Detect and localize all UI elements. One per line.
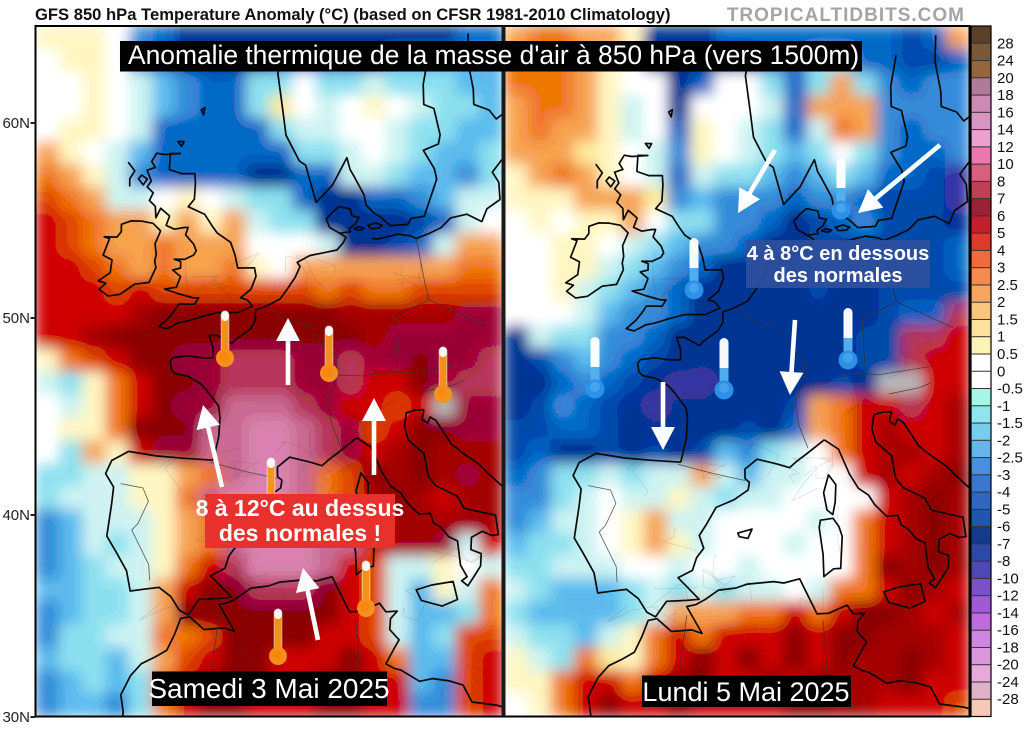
- svg-text:2.5: 2.5: [997, 277, 1018, 294]
- svg-text:-3: -3: [997, 467, 1010, 484]
- svg-text:-6: -6: [997, 519, 1010, 536]
- svg-text:1.5: 1.5: [997, 311, 1018, 328]
- svg-text:-8: -8: [997, 553, 1010, 570]
- svg-text:6: 6: [997, 208, 1005, 225]
- svg-text:5: 5: [997, 225, 1005, 242]
- svg-text:40N: 40N: [2, 507, 30, 524]
- svg-text:18: 18: [997, 87, 1014, 104]
- svg-text:0.5: 0.5: [997, 346, 1018, 363]
- svg-text:50N: 50N: [2, 310, 30, 327]
- svg-text:4 à 8°C en dessous: 4 à 8°C en dessous: [747, 243, 930, 265]
- svg-text:-28: -28: [997, 691, 1019, 708]
- svg-text:0: 0: [997, 363, 1005, 380]
- svg-text:-12: -12: [997, 588, 1019, 605]
- svg-text:14: 14: [997, 122, 1014, 139]
- svg-text:-2: -2: [997, 432, 1010, 449]
- svg-text:-18: -18: [997, 639, 1019, 656]
- svg-text:-2.5: -2.5: [997, 450, 1023, 467]
- svg-text:-1.5: -1.5: [997, 415, 1023, 432]
- svg-text:-24: -24: [997, 674, 1019, 691]
- svg-text:des normales !: des normales !: [219, 520, 381, 546]
- svg-text:20: 20: [997, 70, 1014, 87]
- svg-text:GFS 850 hPa Temperature Anomal: GFS 850 hPa Temperature Anomaly (°C) (ba…: [35, 5, 671, 24]
- svg-text:30N: 30N: [2, 709, 30, 726]
- svg-text:28: 28: [997, 35, 1014, 52]
- svg-text:-5: -5: [997, 501, 1010, 518]
- svg-text:24: 24: [997, 53, 1014, 70]
- svg-text:12: 12: [997, 139, 1014, 156]
- svg-text:8: 8: [997, 173, 1005, 190]
- svg-text:-10: -10: [997, 570, 1019, 587]
- svg-text:7: 7: [997, 191, 1005, 208]
- svg-text:-14: -14: [997, 605, 1019, 622]
- svg-text:3: 3: [997, 260, 1005, 277]
- svg-text:-20: -20: [997, 657, 1019, 674]
- svg-text:-1: -1: [997, 398, 1010, 415]
- svg-text:-16: -16: [997, 622, 1019, 639]
- svg-text:2: 2: [997, 294, 1005, 311]
- svg-text:4: 4: [997, 242, 1005, 259]
- svg-text:-0.5: -0.5: [997, 381, 1023, 398]
- svg-text:des normales: des normales: [774, 265, 903, 287]
- svg-text:-7: -7: [997, 536, 1010, 553]
- svg-text:8 à 12°C au dessus: 8 à 12°C au dessus: [196, 495, 405, 521]
- svg-text:Lundi 5 Mai 2025: Lundi 5 Mai 2025: [642, 677, 849, 707]
- svg-text:16: 16: [997, 104, 1014, 121]
- svg-text:Samedi 3 Mai 2025: Samedi 3 Mai 2025: [148, 673, 389, 704]
- svg-text:60N: 60N: [2, 115, 30, 132]
- svg-text:Anomalie thermique de la masse: Anomalie thermique de la masse d'air à 8…: [128, 40, 859, 70]
- svg-text:1: 1: [997, 329, 1005, 346]
- svg-text:TROPICALTIDBITS.COM: TROPICALTIDBITS.COM: [727, 5, 965, 26]
- svg-text:-4: -4: [997, 484, 1010, 501]
- svg-text:10: 10: [997, 156, 1014, 173]
